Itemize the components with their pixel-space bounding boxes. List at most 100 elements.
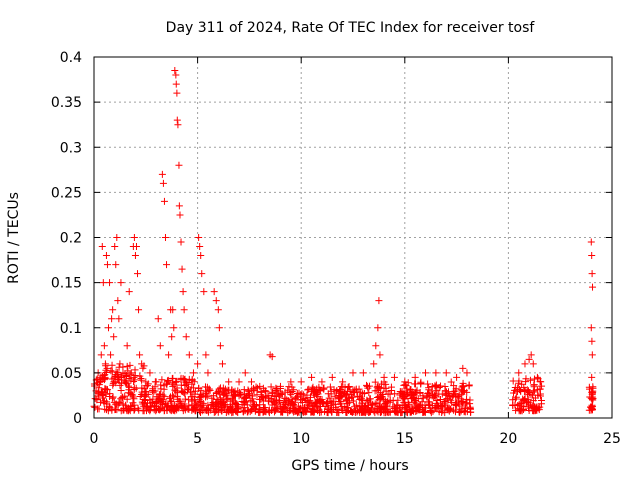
data-point bbox=[197, 386, 205, 394]
data-point bbox=[114, 297, 122, 305]
data-point bbox=[125, 288, 133, 296]
data-point bbox=[159, 179, 167, 187]
data-point bbox=[277, 390, 285, 398]
data-point bbox=[245, 387, 253, 395]
data-point bbox=[420, 408, 428, 416]
data-point bbox=[285, 407, 293, 415]
data-point bbox=[456, 408, 464, 416]
data-point bbox=[325, 394, 333, 402]
y-tick-label: 0.25 bbox=[51, 185, 82, 201]
data-point bbox=[339, 378, 347, 386]
data-point bbox=[400, 381, 408, 389]
data-point bbox=[158, 397, 166, 405]
data-point bbox=[260, 394, 268, 402]
data-point bbox=[524, 398, 532, 406]
data-point bbox=[163, 261, 171, 269]
data-point bbox=[589, 383, 597, 391]
data-point bbox=[93, 375, 101, 383]
data-point bbox=[361, 403, 369, 411]
y-tick-label: 0.35 bbox=[51, 95, 82, 111]
data-point bbox=[441, 399, 449, 407]
data-point bbox=[272, 400, 280, 408]
data-point bbox=[287, 399, 295, 407]
data-point bbox=[108, 406, 116, 414]
data-point bbox=[522, 378, 530, 386]
data-point bbox=[220, 405, 228, 413]
data-point bbox=[304, 386, 312, 394]
data-point bbox=[177, 381, 185, 389]
data-point bbox=[397, 389, 405, 397]
data-point bbox=[410, 407, 418, 415]
data-point bbox=[143, 382, 151, 390]
data-point bbox=[171, 386, 179, 394]
data-point bbox=[173, 377, 181, 385]
data-point bbox=[215, 324, 223, 332]
data-point bbox=[380, 396, 388, 404]
data-point bbox=[218, 360, 226, 368]
data-point bbox=[309, 383, 317, 391]
data-point bbox=[336, 387, 344, 395]
data-point bbox=[317, 408, 325, 416]
data-point bbox=[288, 395, 296, 403]
data-point bbox=[103, 261, 111, 269]
data-point bbox=[287, 378, 295, 386]
data-point bbox=[119, 363, 127, 371]
data-point bbox=[109, 393, 117, 401]
data-point bbox=[533, 406, 541, 414]
data-point bbox=[384, 398, 392, 406]
data-point bbox=[126, 407, 134, 415]
data-point bbox=[113, 406, 121, 414]
data-point bbox=[99, 394, 107, 402]
data-point bbox=[136, 393, 144, 401]
data-point bbox=[465, 381, 473, 389]
y-axis-label: ROTI / TECUs bbox=[6, 192, 22, 284]
data-point bbox=[149, 395, 157, 403]
data-point bbox=[196, 243, 204, 251]
data-point bbox=[136, 372, 144, 380]
data-point bbox=[169, 306, 177, 314]
data-point bbox=[184, 379, 192, 387]
data-point bbox=[349, 393, 357, 401]
data-point bbox=[537, 400, 545, 408]
data-point bbox=[407, 390, 415, 398]
data-point bbox=[169, 374, 177, 382]
data-point bbox=[252, 402, 260, 410]
data-point bbox=[587, 238, 595, 246]
data-point bbox=[273, 397, 281, 405]
data-point bbox=[117, 395, 125, 403]
data-point bbox=[374, 324, 382, 332]
data-point bbox=[107, 351, 115, 359]
data-point bbox=[173, 116, 181, 124]
data-point bbox=[204, 408, 212, 416]
data-point bbox=[146, 369, 154, 377]
x-tick-label: 5 bbox=[193, 431, 202, 447]
data-point bbox=[216, 394, 224, 402]
data-point bbox=[435, 390, 443, 398]
data-point bbox=[292, 393, 300, 401]
data-point bbox=[188, 377, 196, 385]
data-point bbox=[194, 360, 202, 368]
data-point bbox=[105, 324, 113, 332]
data-point bbox=[588, 404, 596, 412]
data-point bbox=[515, 379, 523, 387]
data-point bbox=[517, 387, 524, 395]
data-point bbox=[318, 378, 326, 386]
data-point bbox=[587, 324, 595, 332]
data-point bbox=[91, 395, 99, 403]
data-point bbox=[107, 367, 115, 375]
data-point bbox=[529, 388, 537, 396]
data-point bbox=[113, 371, 121, 379]
data-point bbox=[357, 388, 365, 396]
data-point bbox=[155, 405, 163, 413]
data-point bbox=[289, 400, 297, 408]
data-point bbox=[411, 380, 419, 388]
data-point bbox=[515, 369, 523, 377]
data-point bbox=[167, 393, 175, 401]
data-point bbox=[437, 403, 445, 411]
data-point bbox=[100, 342, 108, 350]
data-point bbox=[404, 398, 412, 406]
data-point bbox=[326, 383, 334, 391]
x-tick-label: 20 bbox=[499, 431, 517, 447]
data-point bbox=[103, 386, 111, 394]
data-point bbox=[187, 393, 195, 401]
